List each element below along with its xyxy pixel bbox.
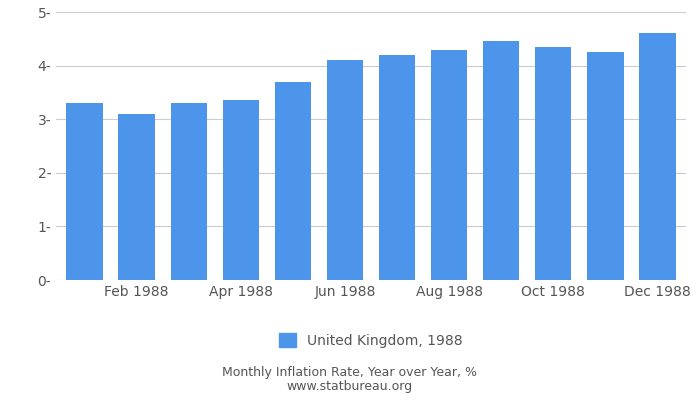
Bar xyxy=(327,60,363,280)
Bar xyxy=(223,100,259,280)
Bar xyxy=(639,34,676,280)
Bar xyxy=(171,103,207,280)
Bar xyxy=(274,82,311,280)
Text: www.statbureau.org: www.statbureau.org xyxy=(287,380,413,393)
Bar xyxy=(379,55,415,280)
Bar xyxy=(587,52,624,280)
Text: Monthly Inflation Rate, Year over Year, %: Monthly Inflation Rate, Year over Year, … xyxy=(223,366,477,379)
Bar xyxy=(431,50,468,280)
Bar xyxy=(483,42,519,280)
Bar xyxy=(535,47,571,280)
Bar xyxy=(118,114,155,280)
Bar xyxy=(66,103,103,280)
Legend: United Kingdom, 1988: United Kingdom, 1988 xyxy=(274,327,468,353)
